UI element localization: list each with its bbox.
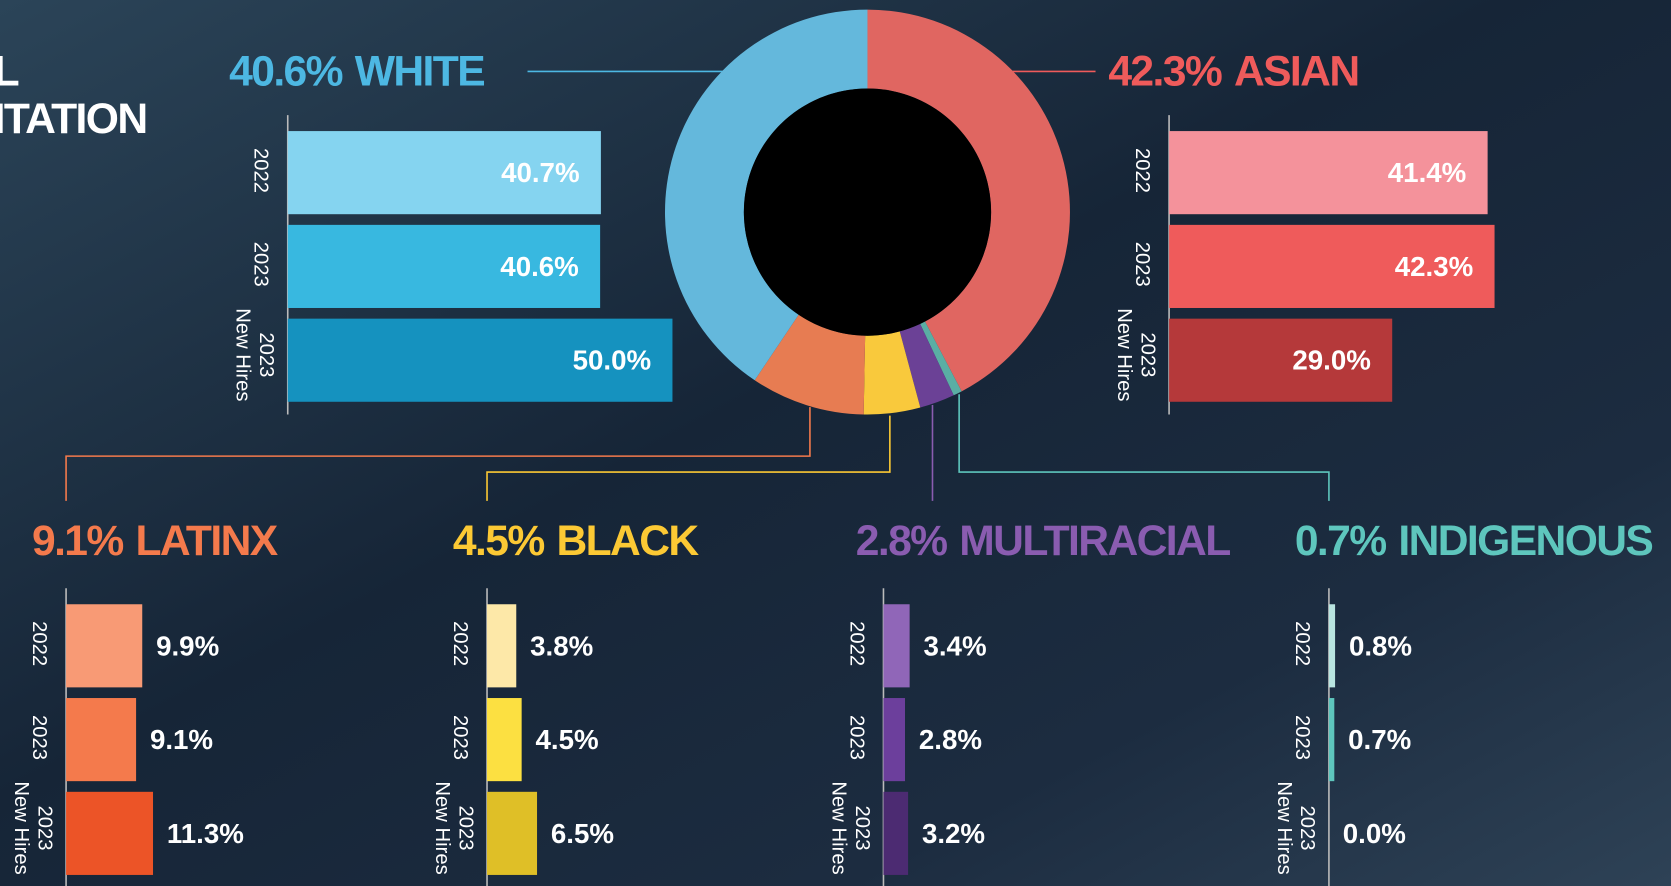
heading-value: 0.7% bbox=[1295, 517, 1386, 565]
bar-value-label: 42.3% bbox=[1395, 251, 1474, 282]
bar-value-label: 9.9% bbox=[156, 630, 219, 661]
bar-value-label: 0.8% bbox=[1349, 630, 1412, 661]
bar bbox=[66, 698, 136, 781]
bar bbox=[487, 698, 522, 781]
bar bbox=[883, 792, 908, 875]
bar-category-label: 2023 bbox=[28, 715, 50, 760]
bar-value-label: 6.5% bbox=[551, 818, 614, 849]
heading-name: BLACK bbox=[556, 517, 699, 565]
bar-value-label: 4.5% bbox=[536, 724, 599, 755]
bar-value-label: 2.8% bbox=[919, 724, 982, 755]
bar-value-label: 11.3% bbox=[167, 818, 244, 849]
bar-category-label: 2022 bbox=[845, 621, 867, 666]
bar-category-label: 2022 bbox=[1291, 621, 1313, 666]
bar-value-label: 50.0% bbox=[573, 345, 652, 376]
bar bbox=[66, 604, 142, 687]
heading-name: MULTIRACIAL bbox=[959, 517, 1230, 565]
heading-value: 42.3% bbox=[1108, 47, 1222, 95]
category-heading: 4.5%BLACK bbox=[453, 517, 699, 565]
bar-category-label: 2022 bbox=[449, 621, 471, 666]
bar-category-label: 2023 bbox=[250, 242, 272, 287]
bar bbox=[487, 792, 537, 875]
heading-value: 2.8% bbox=[856, 517, 947, 565]
category-line: New Hires bbox=[827, 781, 849, 874]
bar-value-label: 3.2% bbox=[922, 818, 985, 849]
bar bbox=[66, 792, 153, 875]
donut-hole bbox=[744, 88, 991, 335]
bar bbox=[487, 604, 516, 687]
infographic: L ITATION 42.3%ASIAN0.7%INDIGENOUS2.8%MU… bbox=[0, 0, 1671, 886]
heading-name: LATINX bbox=[135, 517, 278, 565]
category-line: New Hires bbox=[1273, 781, 1295, 874]
category-heading: 9.1%LATINX bbox=[32, 517, 279, 565]
bar-category-label: 2023 bbox=[1291, 715, 1313, 760]
bar-category-label: 2022 bbox=[1131, 148, 1153, 193]
category-line: New Hires bbox=[1113, 308, 1135, 401]
bar bbox=[1329, 604, 1335, 687]
heading-name: INDIGENOUS bbox=[1398, 517, 1652, 565]
bar-value-label: 3.8% bbox=[530, 630, 593, 661]
category-line: 2023 bbox=[851, 806, 873, 851]
bar bbox=[883, 604, 909, 687]
bar-value-label: 40.6% bbox=[500, 251, 579, 282]
category-heading: 0.7%INDIGENOUS bbox=[1295, 517, 1653, 565]
heading-value: 40.6% bbox=[229, 47, 343, 95]
bar bbox=[883, 698, 905, 781]
title-line: L bbox=[0, 47, 19, 95]
heading-name: WHITE bbox=[355, 47, 484, 95]
bar-value-label: 3.4% bbox=[923, 630, 986, 661]
bar-category-label: 2022 bbox=[28, 621, 50, 666]
bar-value-label: 40.7% bbox=[501, 157, 580, 188]
category-line: 2023 bbox=[1136, 332, 1158, 377]
category-heading: 42.3%ASIAN bbox=[1108, 47, 1358, 95]
bar-value-label: 29.0% bbox=[1292, 345, 1371, 376]
bar-value-label: 41.4% bbox=[1388, 157, 1467, 188]
bar-value-label: 0.0% bbox=[1343, 818, 1406, 849]
bar-category-label: 2022 bbox=[250, 148, 272, 193]
category-line: 2023 bbox=[1296, 806, 1318, 851]
category-line: 2023 bbox=[33, 806, 55, 851]
title-line: ITATION bbox=[0, 95, 147, 143]
heading-value: 9.1% bbox=[32, 517, 123, 565]
category-line: 2023 bbox=[255, 332, 277, 377]
bar-category-label: 2023 bbox=[845, 715, 867, 760]
category-line: New Hires bbox=[10, 781, 32, 874]
bar-category-label: 2023 bbox=[449, 715, 471, 760]
category-line: New Hires bbox=[232, 308, 254, 401]
category-heading: 2.8%MULTIRACIAL bbox=[856, 517, 1230, 565]
bar-category-label: 2023 bbox=[1131, 242, 1153, 287]
heading-name: ASIAN bbox=[1234, 47, 1359, 95]
category-line: 2023 bbox=[454, 806, 476, 851]
bar-value-label: 9.1% bbox=[150, 724, 213, 755]
heading-value: 4.5% bbox=[453, 517, 544, 565]
bar-value-label: 0.7% bbox=[1348, 724, 1411, 755]
category-line: New Hires bbox=[431, 781, 453, 874]
category-heading: 40.6%WHITE bbox=[229, 47, 484, 95]
bar bbox=[1329, 698, 1334, 781]
